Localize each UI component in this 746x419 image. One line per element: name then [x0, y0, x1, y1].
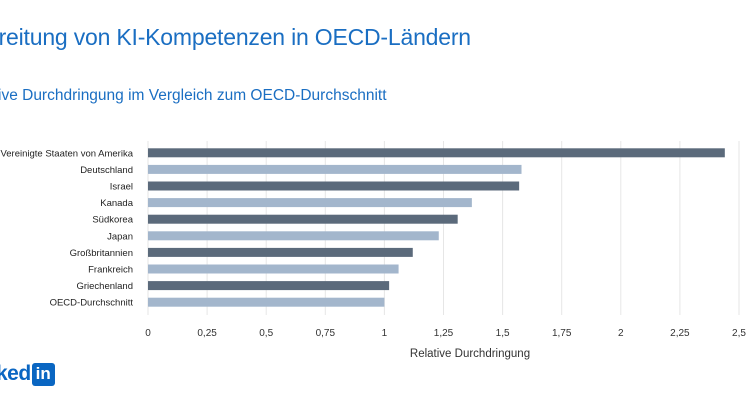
category-labels: Vereinigte Staaten von Amerika Deutschlan… [0, 148, 133, 308]
bar [148, 247, 413, 257]
category-label: Großbritannien [70, 248, 133, 259]
x-tick-label: 1 [382, 328, 388, 339]
x-tick-label: 0 [145, 328, 151, 339]
bar [148, 264, 399, 274]
x-tick-label: 0,75 [316, 328, 336, 339]
bar [148, 148, 725, 158]
category-label: Kanada [100, 198, 133, 209]
chart-subtitle: ive Durchdringung im Vergleich zum OECD-… [0, 87, 387, 104]
x-axis-label: Relative Durchdringung [410, 348, 530, 360]
bar [148, 164, 522, 174]
category-label: Frankreich [88, 265, 133, 276]
bars [148, 148, 725, 307]
category-label: Israel [110, 182, 133, 193]
x-tick-label: 2,5 [732, 328, 746, 339]
x-tick-label: 1,25 [434, 328, 454, 339]
category-label: Griechenland [76, 281, 133, 292]
x-tick-label: 1,5 [496, 328, 510, 339]
bar [148, 231, 439, 241]
logo-text: ked [0, 362, 31, 385]
category-label: Vereinigte Staaten von Amerika [0, 148, 133, 159]
bar [148, 281, 390, 291]
x-tick-label: 1,75 [552, 328, 572, 339]
category-label: Japan [107, 231, 133, 242]
chart-title: oreitung von KI-Kompetenzen in OECD-Länd… [0, 24, 471, 50]
linkedin-logo: ked in [0, 362, 55, 386]
bar [148, 198, 472, 208]
x-tick-label: 2,25 [670, 328, 690, 339]
x-tick-label: 2 [618, 328, 624, 339]
bar [148, 181, 520, 191]
bar [148, 297, 385, 307]
logo-in-icon: in [31, 362, 55, 386]
x-tick-labels: 0 0,25 0,5 0,75 1 1,25 1,5 1,75 2 2,25 2,5 [145, 328, 746, 339]
category-label: Deutschland [80, 165, 133, 176]
category-label: Südkorea [92, 215, 133, 226]
x-tick-label: 0,5 [259, 328, 273, 339]
bar [148, 214, 458, 224]
x-tick-label: 0,25 [197, 328, 217, 339]
category-label: OECD-Durchschnitt [50, 298, 134, 309]
